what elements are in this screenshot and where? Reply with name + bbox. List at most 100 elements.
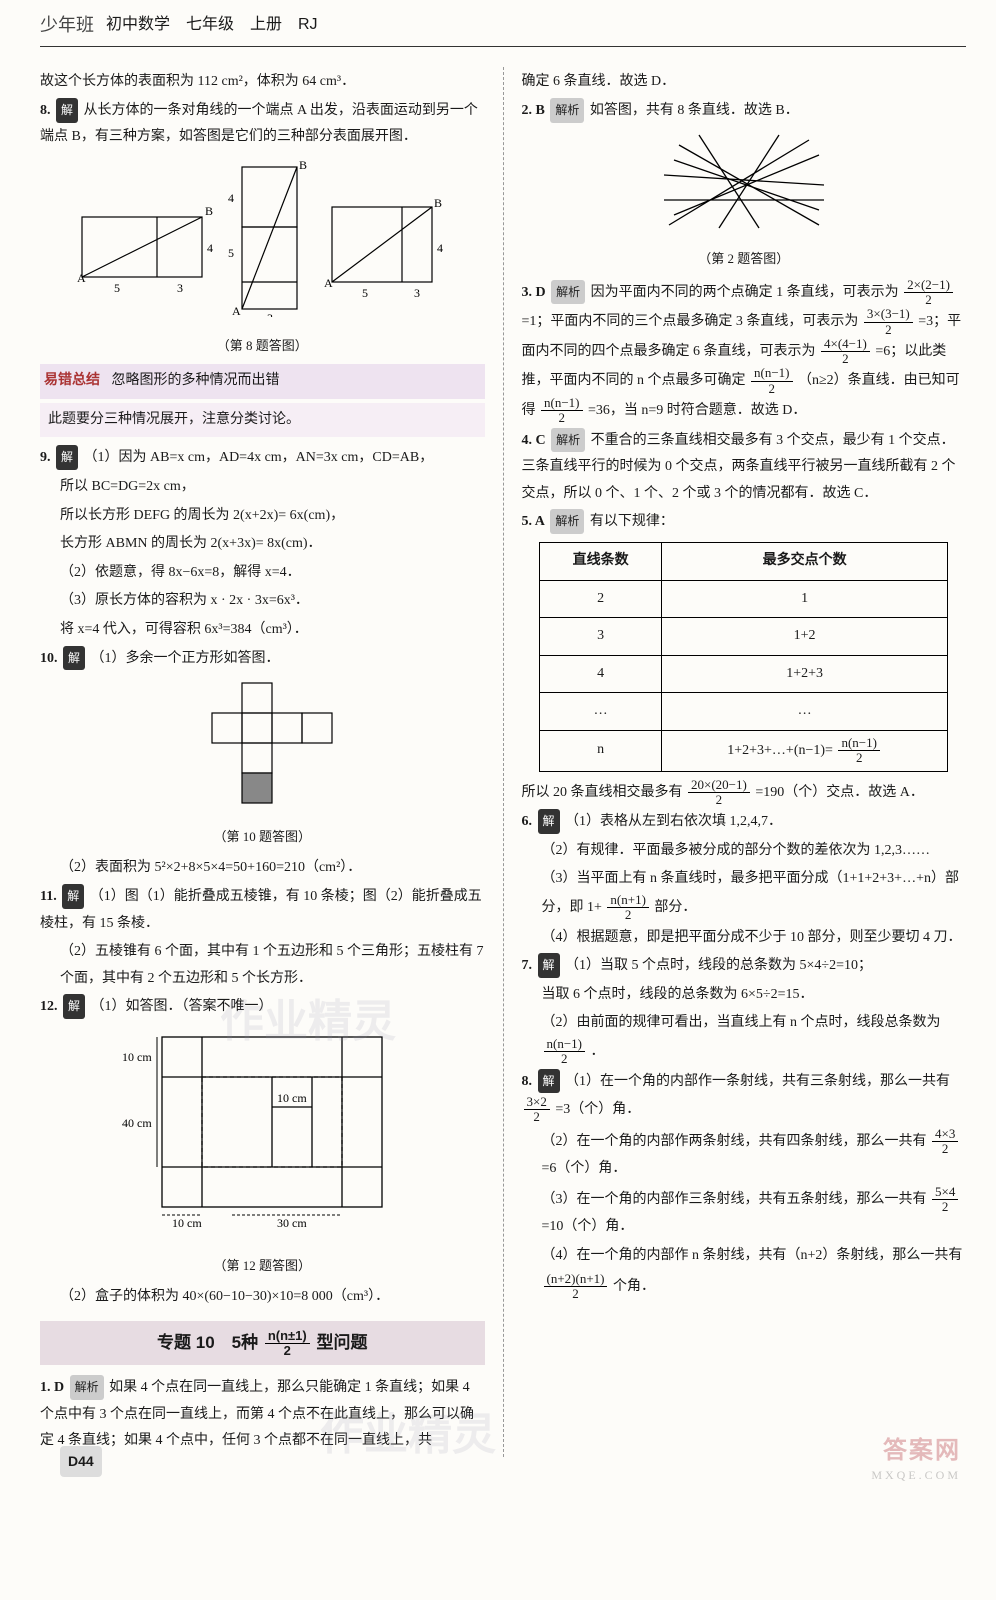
badge-solution: 解 <box>63 994 85 1019</box>
td: 3 <box>540 618 662 656</box>
q7: 7. 解 （1）当取 5 个点时，线段的总条数为 5×4÷2=10； <box>522 953 967 980</box>
error-summary-bar: 易错总结 忽略图形的多种情况而出错 <box>40 364 485 399</box>
q9-l5: （2）依题意，得 8x−6x=8，解得 x=4． <box>60 560 485 587</box>
topic-title: 专题 10 5种 n(n±1) 2 型问题 <box>40 1321 485 1365</box>
td: 1 <box>661 580 947 618</box>
q2-text: 如答图，共有 8 条直线．故选 B． <box>590 103 799 118</box>
q8: 8. 解 从长方体的一条对角线的一个端点 A 出发，沿表面运动到另一个端点 B，… <box>40 98 485 151</box>
f: 2 <box>932 1200 958 1214</box>
svg-text:B: B <box>434 196 442 210</box>
badge-solution: 解 <box>56 445 78 470</box>
svg-text:4: 4 <box>228 191 234 205</box>
badge-analysis: 解析 <box>551 428 585 453</box>
f: 4×(4−1) <box>821 337 870 352</box>
f: n(n−1) <box>838 736 880 751</box>
badge-solution: 解 <box>63 646 85 671</box>
svg-text:B: B <box>299 158 307 172</box>
svg-text:30 cm: 30 cm <box>277 1216 307 1230</box>
q1-num: 1. D <box>40 1380 64 1395</box>
t: =10（个）角． <box>542 1219 634 1234</box>
q12-num: 12. <box>40 999 58 1014</box>
q11-num: 11. <box>40 889 57 904</box>
q10-l2: （2）表面积为 5²×2+8×5×4=50+160=210（cm²）． <box>60 855 485 882</box>
q12: 12. 解 （1）如答图．（答案不唯一） <box>40 994 485 1021</box>
t: （2）在一个角的内部作两条射线，共有四条射线，那么一共有 <box>542 1134 931 1149</box>
f: 3×2 <box>524 1095 550 1110</box>
q1: 1. D 解析 如果 4 个点在同一直线上，那么只能确定 1 条直线；如果 4 … <box>40 1375 485 1455</box>
q12-l1: （1）如答图．（答案不唯一） <box>91 999 273 1014</box>
badge-solution: 解 <box>538 953 560 978</box>
q8r-l3: （3）在一个角的内部作三条射线，共有五条射线，那么一共有 5×42 =10（个）… <box>542 1185 967 1241</box>
q9-l4: 长方形 ABMN 的周长为 2(x+3x)= 8x(cm)． <box>60 531 485 558</box>
q11-l2: （2）五棱锥有 6 个面，其中有 1 个五边形和 5 个三角形；五棱柱有 7 个… <box>60 939 485 992</box>
column-divider <box>503 67 504 1457</box>
f: n(n+1) <box>607 893 649 908</box>
f: 2 <box>544 1052 586 1066</box>
t: （3）在一个角的内部作三条射线，共有五条射线，那么一共有 <box>542 1192 931 1207</box>
t: 部分． <box>654 900 696 915</box>
pre-q8-text: 故这个长方体的表面积为 112 cm²，体积为 64 cm³． <box>40 69 485 96</box>
td-formula: 1+2+3+…+(n−1)= n(n−1)2 <box>661 730 947 771</box>
q8r: 8. 解 （1）在一个角的内部作一条射线，共有三条射线，那么一共有 3×22 =… <box>522 1069 967 1125</box>
topic-prefix: 专题 10 5种 <box>157 1333 263 1352</box>
svg-text:5: 5 <box>228 246 234 260</box>
t: =6（个）角． <box>542 1161 627 1176</box>
td: … <box>540 693 662 731</box>
svg-text:3: 3 <box>267 311 273 317</box>
q9-l2: 所以 BC=DG=2x cm， <box>60 474 485 501</box>
q8r-num: 8. <box>522 1074 533 1089</box>
topic-frac-n: n(n±1) <box>265 1329 310 1344</box>
svg-text:3: 3 <box>177 281 183 295</box>
f: 2 <box>607 908 649 922</box>
header-title: 初中数学 七年级 上册 RJ <box>106 10 318 40</box>
q8r-l2: （2）在一个角的内部作两条射线，共有四条射线，那么一共有 4×32 =6（个）角… <box>542 1127 967 1183</box>
q6-num: 6. <box>522 814 533 829</box>
q6-l4: （4）根据题意，即是把平面分成不少于 10 部分，则至少要切 4 刀． <box>542 925 967 952</box>
f: n(n−1) <box>751 366 793 381</box>
f: 2 <box>544 1287 608 1301</box>
f: 5×4 <box>932 1185 958 1200</box>
q9-num: 9. <box>40 450 51 465</box>
q12-caption: （第 12 题答图） <box>40 1254 485 1279</box>
q8-figure: A B 5 3 4 A B 4 5 3 <box>40 157 485 328</box>
f: 2 <box>838 751 880 765</box>
svg-text:5: 5 <box>362 286 368 300</box>
f: 2×(2−1) <box>904 278 953 293</box>
f: 2 <box>821 352 870 366</box>
q6-l2: （2）有规律．平面最多被分成的部分个数的差依次为 1,2,3…… <box>542 838 967 865</box>
q8-caption: （第 8 题答图） <box>40 334 485 359</box>
q4-num: 4. C <box>522 433 546 448</box>
t: =190（个）交点．故选 A． <box>755 785 924 800</box>
q9-l1: （1）因为 AB=x cm，AD=4x cm，AN=3x cm，CD=AB， <box>84 450 434 465</box>
badge-analysis: 解析 <box>70 1375 104 1400</box>
badge-analysis: 解析 <box>550 509 584 534</box>
q5-text: 有以下规律： <box>590 514 674 529</box>
q9-l7: 将 x=4 代入，可得容积 6x³=384（cm³）． <box>60 617 485 644</box>
q6-l3: （3）当平面上有 n 条直线时，最多把平面分成（1+1+2+3+…+n）部分，即… <box>542 866 967 922</box>
q5-num: 5. A <box>522 514 545 529</box>
badge-solution: 解 <box>538 809 560 834</box>
t: =3（个）角． <box>555 1102 640 1117</box>
f: 2 <box>524 1110 550 1124</box>
q3-num: 3. D <box>522 285 546 300</box>
th2: 最多交点个数 <box>661 543 947 581</box>
td: n <box>540 730 662 771</box>
q2-caption: （第 2 题答图） <box>522 247 967 272</box>
f: 20×(20−1) <box>688 778 750 793</box>
q7-l1: （1）当取 5 个点时，线段的总条数为 5×4÷2=10； <box>565 958 872 973</box>
q6-l1: （1）表格从左到右依次填 1,2,4,7． <box>565 814 782 829</box>
q8-num: 8. <box>40 103 51 118</box>
f: 3×(3−1) <box>864 307 913 322</box>
svg-text:3: 3 <box>414 286 420 300</box>
right-column: 确定 6 条直线．故选 D． 2. B 解析 如答图，共有 8 条直线．故选 B… <box>522 67 967 1457</box>
q10-caption: （第 10 题答图） <box>40 825 485 850</box>
q5-after: 所以 20 条直线相交最多有 20×(20−1)2 =190（个）交点．故选 A… <box>522 778 967 808</box>
f: 2 <box>904 293 953 307</box>
badge-solution: 解 <box>62 884 84 909</box>
q5-table: 直线条数 最多交点个数 21 31+2 41+2+3 …… n 1+2+3+…+… <box>539 542 948 772</box>
q2: 2. B 解析 如答图，共有 8 条直线．故选 B． <box>522 98 967 125</box>
lblA1: A <box>77 271 86 285</box>
svg-text:4: 4 <box>207 241 213 255</box>
q10-figure <box>40 678 485 819</box>
td: 2 <box>540 580 662 618</box>
